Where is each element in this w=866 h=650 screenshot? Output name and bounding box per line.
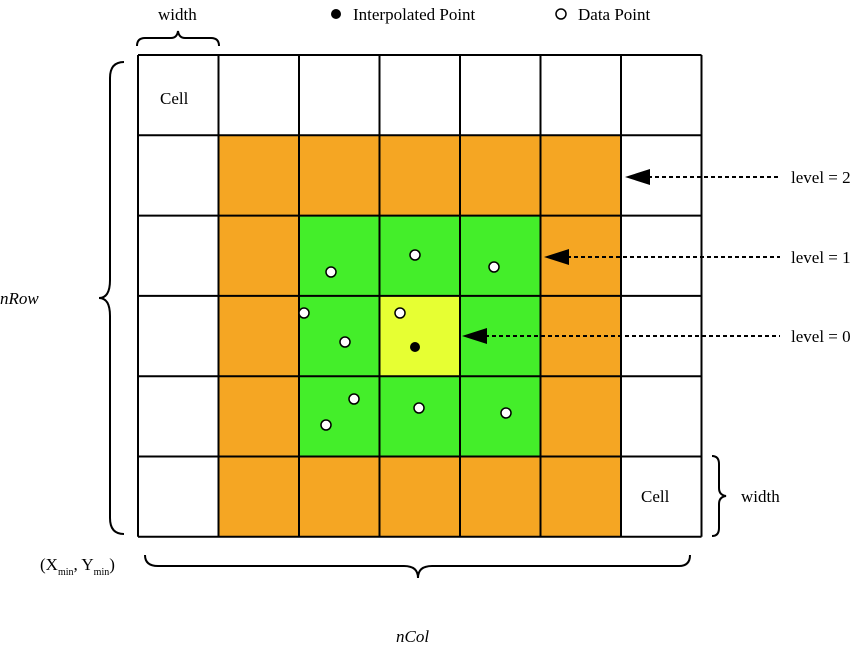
grid-cell xyxy=(621,376,702,457)
level-1-cell xyxy=(460,215,541,296)
data-point xyxy=(339,336,351,348)
level-1-cell xyxy=(299,215,380,296)
level-2-cell xyxy=(540,295,621,377)
level-2-cell xyxy=(460,456,541,537)
level-0-label: level = 0 xyxy=(791,327,851,346)
level-2-cell xyxy=(218,295,299,377)
legend-interpolated-label: Interpolated Point xyxy=(353,5,476,24)
data-point xyxy=(298,307,310,319)
grid-cell xyxy=(138,295,219,377)
data-point xyxy=(500,407,512,419)
level-2-cell xyxy=(379,135,460,216)
data-point xyxy=(394,307,406,319)
nrow-brace xyxy=(98,61,125,535)
level-1-cell xyxy=(379,376,460,457)
level-1-arrowhead xyxy=(544,249,569,265)
grid-cells xyxy=(138,55,702,537)
grid-cell xyxy=(379,55,460,136)
level-2-cell xyxy=(540,376,621,457)
level-0-cell xyxy=(379,295,460,377)
data-point xyxy=(409,249,421,261)
grid-cell xyxy=(138,215,219,296)
grid-cell xyxy=(138,135,219,216)
level-2-cell xyxy=(379,456,460,537)
data-point xyxy=(488,261,500,273)
cell-label-bottom: Cell xyxy=(641,487,670,506)
ncol-label: nCol xyxy=(396,627,429,646)
level-2-label: level = 2 xyxy=(791,168,851,187)
interpolated-point-legend-icon xyxy=(331,9,341,19)
level-2-cell xyxy=(299,135,380,216)
origin-close: ) xyxy=(109,555,115,574)
data-point xyxy=(325,266,337,278)
origin-mid: , Y xyxy=(74,555,94,574)
origin-open: (X xyxy=(40,555,58,574)
data-point xyxy=(320,419,332,431)
level-2-cell xyxy=(218,215,299,296)
origin-label: (Xmin, Ymin) xyxy=(40,555,115,578)
cell-label-top: Cell xyxy=(160,89,189,108)
width-label-right: width xyxy=(741,487,780,506)
data-point-legend-icon xyxy=(555,8,567,20)
origin-min-x: min xyxy=(58,567,74,578)
level-0-arrowhead xyxy=(462,328,487,344)
ncol-brace xyxy=(144,554,691,579)
level-1-cell xyxy=(460,376,541,457)
width-label-top: width xyxy=(158,5,197,24)
level-2-cell xyxy=(218,376,299,457)
width-bracket-top xyxy=(136,30,220,47)
interpolated-point xyxy=(410,342,420,352)
level-2-arrowhead xyxy=(625,169,650,185)
level-2-cell xyxy=(460,135,541,216)
nrow-label: nRow xyxy=(0,289,39,308)
grid-cell xyxy=(138,55,219,136)
grid-cell xyxy=(621,456,702,537)
level-1-cell xyxy=(299,295,380,377)
grid-cell xyxy=(138,456,219,537)
data-point xyxy=(413,402,425,414)
width-bracket-right xyxy=(711,455,727,537)
data-points xyxy=(298,249,512,431)
origin-min-y: min xyxy=(94,567,110,578)
grid-cell xyxy=(138,376,219,457)
level-1-label: level = 1 xyxy=(791,248,851,267)
level-2-cell xyxy=(540,456,621,537)
grid-cell xyxy=(621,215,702,296)
level-1-cell xyxy=(299,376,380,457)
grid-cell xyxy=(621,55,702,136)
grid-lines xyxy=(137,54,703,538)
level-2-cell xyxy=(218,135,299,216)
level-2-cell xyxy=(218,456,299,537)
legend-data-point-label: Data Point xyxy=(578,5,651,24)
level-2-cell xyxy=(540,135,621,216)
level-2-cell xyxy=(299,456,380,537)
grid-cell xyxy=(299,55,380,136)
data-point xyxy=(348,393,360,405)
grid-cell xyxy=(218,55,299,136)
level-arrows xyxy=(462,169,780,344)
grid-cell xyxy=(460,55,541,136)
grid-cell xyxy=(540,55,621,136)
